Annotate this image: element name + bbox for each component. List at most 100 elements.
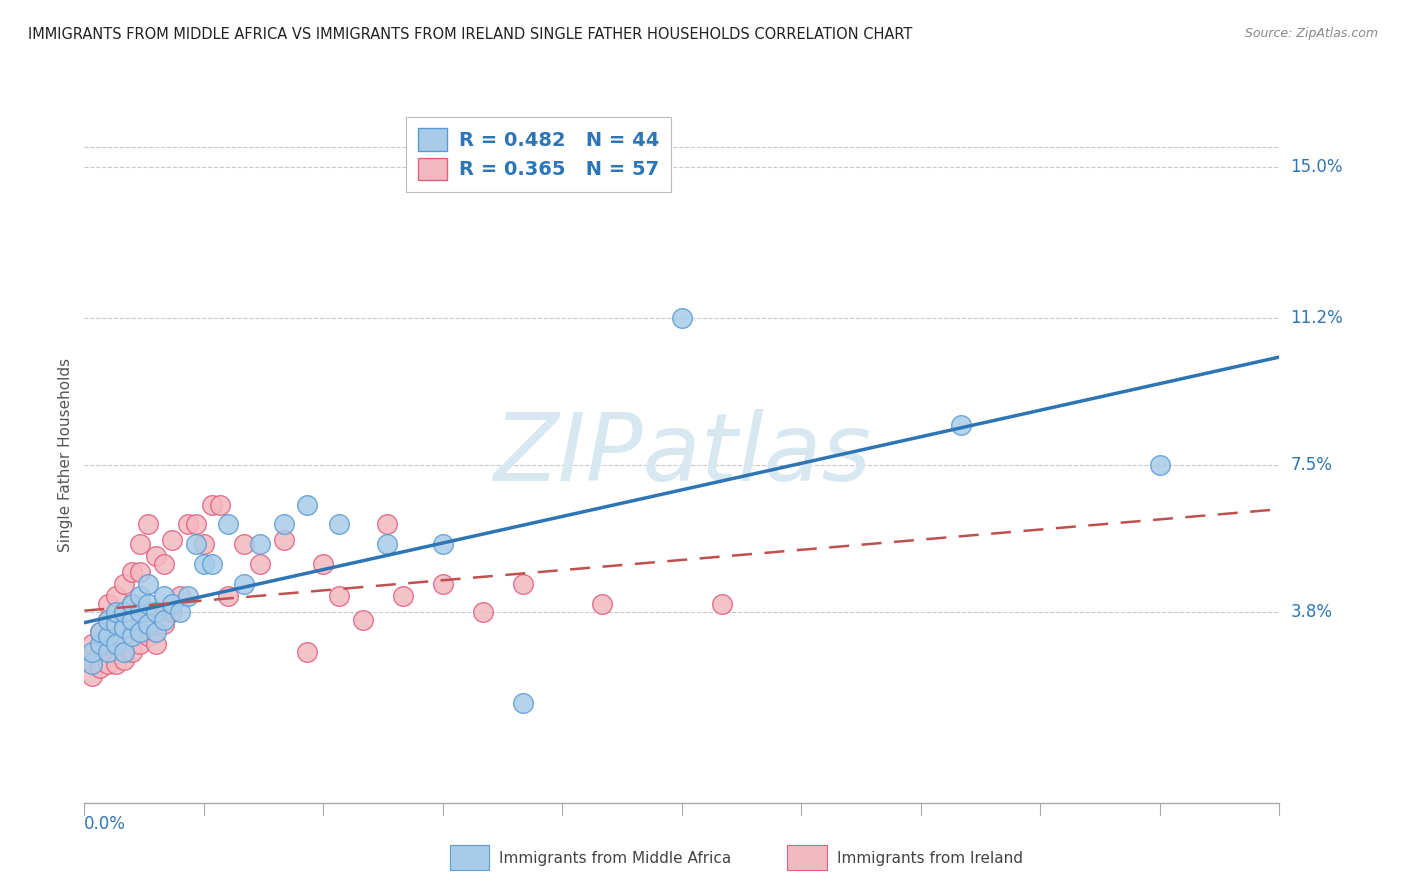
Text: IMMIGRANTS FROM MIDDLE AFRICA VS IMMIGRANTS FROM IRELAND SINGLE FATHER HOUSEHOLD: IMMIGRANTS FROM MIDDLE AFRICA VS IMMIGRA…: [28, 27, 912, 42]
Point: [392, 589, 415, 603]
Point: [136, 616, 159, 631]
Point: [208, 498, 231, 512]
Point: [249, 537, 271, 551]
Point: [217, 517, 239, 532]
Point: [145, 605, 167, 619]
Point: [129, 565, 152, 579]
Point: [89, 624, 111, 639]
Point: [105, 657, 128, 671]
Point: [193, 558, 215, 572]
Point: [129, 605, 152, 619]
Point: [160, 533, 183, 548]
Point: [232, 577, 254, 591]
Point: [89, 624, 111, 639]
Point: [160, 605, 183, 619]
Y-axis label: Single Father Households: Single Father Households: [58, 358, 73, 552]
Text: Immigrants from Middle Africa: Immigrants from Middle Africa: [499, 851, 731, 865]
Point: [97, 629, 120, 643]
Point: [249, 558, 271, 572]
Point: [82, 668, 104, 682]
Point: [121, 597, 143, 611]
Point: [512, 577, 534, 591]
Text: 0.0%: 0.0%: [84, 814, 127, 832]
Point: [312, 558, 335, 572]
Point: [432, 537, 454, 551]
Point: [105, 605, 128, 619]
Point: [136, 517, 159, 532]
Point: [177, 589, 200, 603]
Text: 7.5%: 7.5%: [1291, 456, 1333, 474]
Point: [112, 577, 135, 591]
Point: [153, 616, 176, 631]
Point: [136, 577, 159, 591]
Point: [97, 613, 120, 627]
Point: [201, 558, 224, 572]
Point: [432, 577, 454, 591]
Point: [352, 613, 374, 627]
Point: [97, 657, 120, 671]
Point: [105, 637, 128, 651]
Point: [121, 597, 143, 611]
Point: [129, 605, 152, 619]
Point: [145, 624, 167, 639]
Point: [97, 645, 120, 659]
Point: [297, 645, 319, 659]
Point: [169, 589, 191, 603]
Legend: R = 0.482   N = 44, R = 0.365   N = 57: R = 0.482 N = 44, R = 0.365 N = 57: [406, 117, 671, 192]
Point: [153, 613, 176, 627]
Text: 15.0%: 15.0%: [1291, 158, 1343, 176]
Point: [193, 537, 215, 551]
Point: [112, 645, 135, 659]
Text: 3.8%: 3.8%: [1291, 603, 1333, 621]
Point: [112, 621, 135, 635]
Point: [112, 605, 135, 619]
Point: [121, 621, 143, 635]
Point: [145, 637, 167, 651]
Point: [82, 653, 104, 667]
Point: [328, 589, 350, 603]
Point: [177, 517, 200, 532]
Point: [153, 558, 176, 572]
Point: [328, 517, 350, 532]
Point: [129, 589, 152, 603]
Point: [136, 605, 159, 619]
Point: [273, 533, 295, 548]
Point: [82, 657, 104, 671]
Point: [671, 310, 693, 325]
Point: [471, 605, 494, 619]
Point: [375, 537, 398, 551]
Point: [153, 589, 176, 603]
Point: [121, 645, 143, 659]
Point: [129, 637, 152, 651]
Point: [184, 537, 207, 551]
Point: [1149, 458, 1171, 472]
Point: [375, 517, 398, 532]
Point: [82, 637, 104, 651]
Point: [297, 498, 319, 512]
Point: [129, 624, 152, 639]
Point: [82, 645, 104, 659]
Point: [105, 616, 128, 631]
Point: [145, 549, 167, 564]
Point: [112, 629, 135, 643]
Point: [89, 660, 111, 674]
Point: [121, 629, 143, 643]
Point: [949, 418, 972, 433]
Point: [710, 597, 733, 611]
Point: [232, 537, 254, 551]
Point: [121, 565, 143, 579]
Point: [201, 498, 224, 512]
Point: [97, 637, 120, 651]
Point: [129, 537, 152, 551]
Point: [136, 629, 159, 643]
Point: [97, 597, 120, 611]
Point: [145, 605, 167, 619]
Point: [112, 653, 135, 667]
Text: Immigrants from Ireland: Immigrants from Ireland: [837, 851, 1022, 865]
Point: [591, 597, 613, 611]
Point: [136, 597, 159, 611]
Point: [89, 645, 111, 659]
Point: [169, 605, 191, 619]
Point: [184, 517, 207, 532]
Point: [105, 589, 128, 603]
